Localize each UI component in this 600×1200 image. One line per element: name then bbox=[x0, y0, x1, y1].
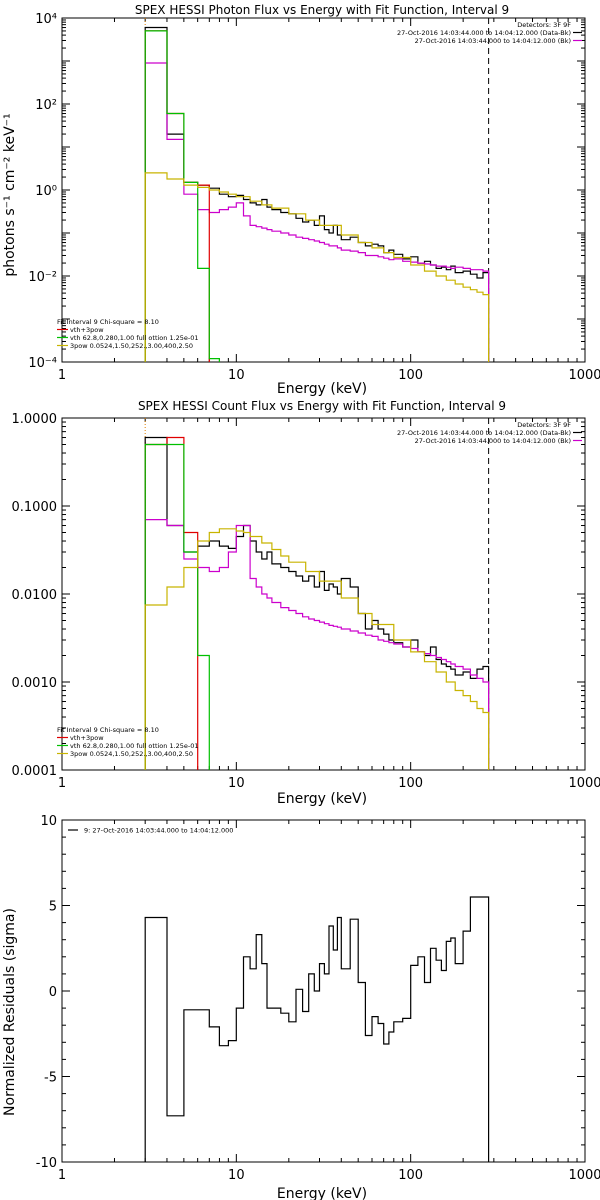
x-tick-label: 1000 bbox=[568, 1168, 600, 1183]
fit-legend-entry: 3pow 0.0524,1.50,252.,3.00,400,2.50 bbox=[70, 342, 193, 350]
legend-entry: 9: 27-Oct-2016 14:03:44.000 to 14:04:12.… bbox=[84, 827, 233, 835]
y-axis-label: Normalized Residuals (sigma) bbox=[2, 908, 18, 1116]
plot-frame bbox=[61, 17, 586, 363]
plot-frame bbox=[61, 819, 586, 1163]
x-tick-label: 1000 bbox=[568, 776, 600, 791]
x-axis-label: Energy (keV) bbox=[277, 791, 367, 807]
fit-legend-heading: Fit Interval 9 Chi-square = 8.10 bbox=[57, 318, 159, 326]
y-tick-label: 0.0001 bbox=[12, 764, 58, 779]
y-tick-label: 10⁴ bbox=[35, 12, 57, 27]
x-tick-label: 1 bbox=[58, 776, 66, 791]
x-tick-label: 100 bbox=[398, 1168, 423, 1183]
y-tick-label: 10⁻⁴ bbox=[28, 356, 57, 371]
legend-entry: 27-Oct-2016 14:03:44.000 to 14:04:12.000… bbox=[415, 37, 571, 45]
series-bk bbox=[144, 519, 490, 770]
plot-frame bbox=[61, 417, 586, 771]
x-tick-label: 10 bbox=[228, 368, 245, 383]
fit-legend-entry: vth 62.8,0.280,1.00 full ottion 1.25e-01 bbox=[70, 742, 199, 750]
fit-legend-heading: Fit Interval 9 Chi-square = 8.10 bbox=[57, 726, 159, 734]
x-tick-label: 100 bbox=[398, 368, 423, 383]
chart-title: SPEX HESSI Photon Flux vs Energy with Fi… bbox=[135, 3, 509, 17]
y-tick-label: 5 bbox=[49, 900, 57, 915]
y-tick-label: 0.0010 bbox=[12, 676, 58, 691]
x-tick-label: 1000 bbox=[568, 368, 600, 383]
photon-flux-panel: SPEX HESSI Photon Flux vs Energy with Fi… bbox=[2, 3, 600, 397]
x-tick-label: 10 bbox=[228, 776, 245, 791]
series-residuals bbox=[144, 896, 490, 1162]
series-vth bbox=[144, 443, 210, 770]
y-tick-label: -5 bbox=[44, 1071, 57, 1086]
x-tick-label: 10 bbox=[228, 1168, 245, 1183]
y-tick-label: 10 bbox=[40, 814, 57, 829]
fit-legend-entry: vth+3pow bbox=[70, 326, 104, 334]
y-tick-label: 0.1000 bbox=[12, 500, 58, 515]
y-tick-label: 0 bbox=[49, 985, 57, 1000]
fit-legend-entry: vth 62.8,0.280,1.00 full ottion 1.25e-01 bbox=[70, 334, 199, 342]
legend-heading: Detectors: 3F 9F bbox=[517, 21, 571, 29]
series-data-bk bbox=[144, 26, 490, 362]
series-vth bbox=[144, 30, 220, 362]
y-tick-label: 10⁻² bbox=[28, 270, 57, 285]
series-3pow bbox=[144, 528, 490, 770]
x-axis-label: Energy (keV) bbox=[277, 1186, 367, 1200]
y-tick-label: -10 bbox=[36, 1156, 57, 1171]
chart-title: SPEX HESSI Count Flux vs Energy with Fit… bbox=[138, 399, 506, 413]
series-3pow bbox=[144, 172, 490, 362]
x-tick-label: 1 bbox=[58, 1168, 66, 1183]
residuals-panel: Energy (keV) Normalized Residuals (sigma… bbox=[2, 814, 600, 1200]
legend-entry: 27-Oct-2016 14:03:44.000 to 14:04:12.000… bbox=[397, 29, 571, 37]
series-bk bbox=[144, 62, 490, 362]
y-tick-label: 10⁰ bbox=[35, 184, 57, 199]
y-tick-label: 10² bbox=[35, 98, 57, 113]
legend-heading: Detectors: 3F 9F bbox=[517, 421, 571, 429]
x-tick-label: 1 bbox=[58, 368, 66, 383]
x-axis-label: Energy (keV) bbox=[277, 381, 367, 397]
y-axis-label: photons s⁻¹ cm⁻² keV⁻¹ bbox=[2, 113, 18, 276]
fit-legend-entry: 3pow 0.0524,1.50,252.,3.00,400,2.50 bbox=[70, 750, 193, 758]
legend-entry: 27-Oct-2016 14:03:44.000 to 14:04:12.000… bbox=[415, 437, 571, 445]
y-tick-label: 0.0100 bbox=[12, 588, 58, 603]
x-tick-label: 100 bbox=[398, 776, 423, 791]
legend-entry: 27-Oct-2016 14:03:44.000 to 14:04:12.000… bbox=[397, 429, 571, 437]
count-flux-panel: SPEX HESSI Count Flux vs Energy with Fit… bbox=[12, 399, 600, 807]
y-tick-label: 1.0000 bbox=[12, 412, 58, 427]
fit-legend-entry: vth+3pow bbox=[70, 734, 104, 742]
